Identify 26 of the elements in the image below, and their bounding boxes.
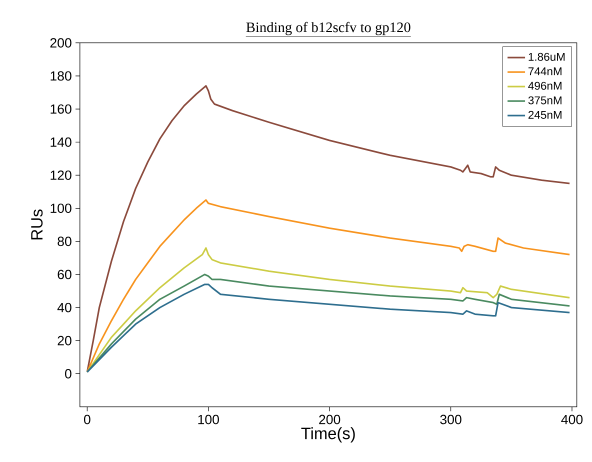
x-tick-label: 400 (561, 414, 583, 424)
legend-label: 1.86uM (528, 53, 565, 62)
y-tick-label: 100 (50, 204, 72, 214)
line-series (86, 199, 570, 374)
line-series (86, 247, 570, 374)
y-tick-label: 0 (65, 369, 72, 379)
y-tick-label: 60 (58, 270, 72, 280)
y-axis-title: RUs (31, 210, 43, 240)
legend-label: 245nM (528, 111, 562, 120)
legend-label: 496nM (528, 82, 562, 90)
y-tick-label: 120 (50, 170, 72, 180)
y-tick-label: 140 (50, 138, 72, 148)
x-tick-label: 100 (198, 414, 219, 424)
x-tick-label: 200 (319, 414, 340, 424)
legend-label: 744nM (528, 68, 562, 76)
y-tick-label: 180 (50, 71, 72, 81)
y-tick-label: 40 (57, 303, 72, 312)
x-axis-title: Time(s) (301, 427, 355, 443)
x-tick-label: 300 (440, 414, 462, 424)
y-tick-label: 200 (50, 38, 72, 48)
legend-label: 375nM (528, 96, 562, 104)
y-tick-label: 20 (58, 336, 72, 346)
y-tick-label: 160 (50, 104, 72, 114)
y-tick-label: 80 (58, 236, 72, 246)
x-tick-label: 0 (84, 414, 90, 424)
chart-title: Binding of b12scfv to gp120 (246, 22, 410, 36)
